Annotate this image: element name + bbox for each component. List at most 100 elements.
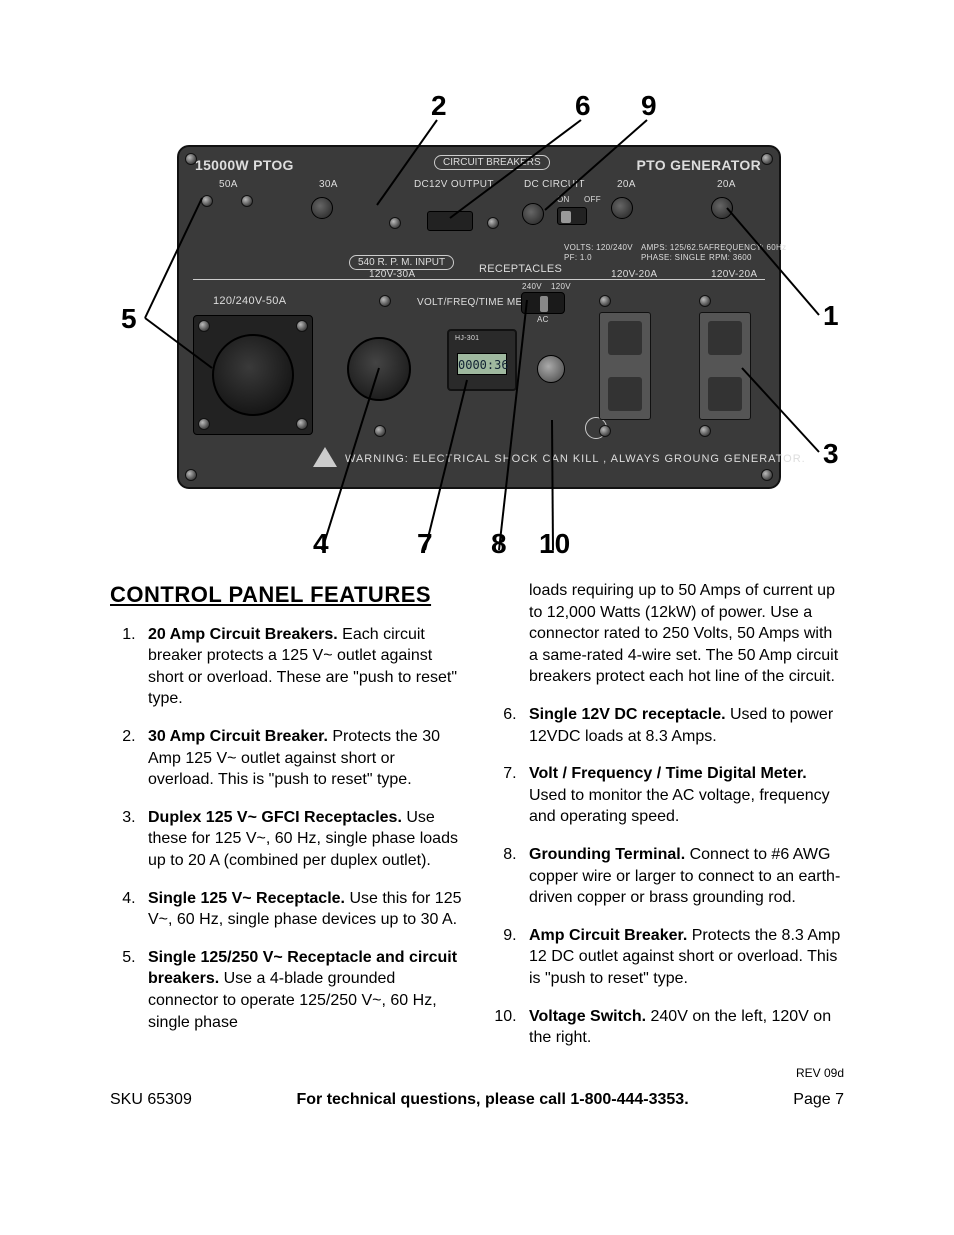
feature-title: Single 12V DC receptacle.	[529, 706, 726, 723]
footer-sku: SKU 65309	[110, 1091, 192, 1109]
spec-rpm: RPM: 3600	[709, 253, 752, 262]
feature-title: Voltage Switch.	[529, 1008, 646, 1025]
screw-icon	[599, 425, 611, 437]
feature-item: Single 125 V~ Receptacle. Use this for 1…	[140, 888, 463, 931]
feature-title: 20 Amp Circuit Breakers.	[148, 626, 338, 643]
feature-list-left: 20 Amp Circuit Breakers. Each circuit br…	[110, 624, 463, 1034]
gfci-receptacle-b	[699, 312, 751, 420]
label-dc-circuit: DC CIRCUIT	[524, 179, 585, 190]
feature-item: Duplex 125 V~ GFCI Receptacles. Use thes…	[140, 807, 463, 872]
page-footer: SKU 65309 For technical questions, pleas…	[110, 1091, 844, 1109]
circuit-breakers-label: CIRCUIT BREAKERS	[434, 155, 550, 170]
callout-2: 2	[431, 90, 447, 122]
screw-icon	[201, 195, 213, 207]
label-120-240v-50a: 120/240V-50A	[213, 295, 286, 307]
breaker-30a	[311, 197, 333, 219]
label-dc12v-output: DC12V OUTPUT	[414, 179, 494, 190]
spec-pf: PF: 1.0	[564, 253, 592, 262]
outlet-50a-box	[193, 315, 313, 435]
breaker-20a-a	[611, 197, 633, 219]
screw-icon	[198, 418, 210, 430]
revision-label: REV 09d	[491, 1065, 844, 1081]
callout-1: 1	[823, 300, 839, 332]
page: 15000W PTOG CIRCUIT BREAKERS PTO GENERAT…	[0, 0, 954, 1149]
callout-10: 10	[539, 528, 570, 560]
receptacle-50a	[212, 334, 294, 416]
on-off-toggle	[557, 207, 587, 225]
feature-item: Single 125/250 V~ Receptacle and circuit…	[140, 947, 463, 1033]
grounding-terminal	[537, 355, 565, 383]
label-240v: 240V	[522, 282, 542, 291]
callout-9: 9	[641, 90, 657, 122]
divider	[193, 279, 765, 280]
feature-title: Volt / Frequency / Time Digital Meter.	[529, 765, 807, 782]
content-columns: CONTROL PANEL FEATURES 20 Amp Circuit Br…	[110, 580, 844, 1081]
screw-icon	[699, 425, 711, 437]
feature-body: Used to monitor the AC voltage, frequenc…	[529, 787, 830, 826]
feature-item: Voltage Switch. 240V on the left, 120V o…	[521, 1006, 844, 1049]
callout-7: 7	[417, 528, 433, 560]
section-heading: CONTROL PANEL FEATURES	[110, 580, 463, 610]
callout-4: 4	[313, 528, 329, 560]
voltage-switch	[521, 292, 565, 314]
screw-icon	[699, 295, 711, 307]
label-120v-30a: 120V-30A	[369, 269, 415, 280]
screw-icon	[185, 469, 197, 481]
footer-page: Page 7	[793, 1091, 844, 1109]
screw-icon	[761, 153, 773, 165]
screw-icon	[487, 217, 499, 229]
label-20a-a: 20A	[617, 179, 636, 190]
feature-item: 30 Amp Circuit Breaker. Protects the 30 …	[140, 726, 463, 791]
feature-list-right: Single 12V DC receptacle. Used to power …	[491, 704, 844, 1049]
callout-3: 3	[823, 438, 839, 470]
label-50a: 50A	[219, 179, 238, 190]
screw-icon	[296, 320, 308, 332]
panel-title-left: 15000W PTOG	[195, 157, 294, 173]
feature-item: Volt / Frequency / Time Digital Meter. U…	[521, 763, 844, 828]
screw-icon	[241, 195, 253, 207]
screw-icon	[761, 469, 773, 481]
digital-meter: HJ-301 0000:36	[447, 329, 517, 391]
warning-text: WARNING: ELECTRICAL SHOCK CAN KILL , ALW…	[345, 453, 806, 465]
meter-lcd: 0000:36	[457, 353, 507, 375]
screw-icon	[374, 425, 386, 437]
meter-model: HJ-301	[455, 335, 479, 342]
label-30a: 30A	[319, 179, 338, 190]
warning-triangle-icon	[313, 447, 337, 467]
label-120v-20a-a: 120V-20A	[611, 269, 657, 280]
figure: 15000W PTOG CIRCUIT BREAKERS PTO GENERAT…	[117, 90, 837, 560]
feature-item: Single 12V DC receptacle. Used to power …	[521, 704, 844, 747]
feature-title: Duplex 125 V~ GFCI Receptacles.	[148, 809, 402, 826]
label-120v-20a-b: 120V-20A	[711, 269, 757, 280]
feature-item: Amp Circuit Breaker. Protects the 8.3 Am…	[521, 925, 844, 990]
feature-title: Single 125 V~ Receptacle.	[148, 890, 345, 907]
label-20a-b: 20A	[717, 179, 736, 190]
dc12v-receptacle	[427, 211, 473, 231]
left-column: CONTROL PANEL FEATURES 20 Amp Circuit Br…	[110, 580, 463, 1081]
feature-item: Grounding Terminal. Connect to #6 AWG co…	[521, 844, 844, 909]
label-120v: 120V	[551, 282, 571, 291]
label-ac: AC	[537, 315, 549, 324]
right-column: loads requiring up to 50 Amps of current…	[491, 580, 844, 1081]
feature-title: Amp Circuit Breaker.	[529, 927, 687, 944]
feature-5-continuation: loads requiring up to 50 Amps of current…	[529, 580, 844, 688]
screw-icon	[599, 295, 611, 307]
breaker-20a-b	[711, 197, 733, 219]
spec-amps: AMPS: 125/62.5A	[641, 243, 709, 252]
spec-freq: FREQUENCY: 60Hz	[709, 243, 786, 252]
control-panel-image: 15000W PTOG CIRCUIT BREAKERS PTO GENERAT…	[177, 145, 781, 489]
spec-phase: PHASE: SINGLE	[641, 253, 706, 262]
callout-8: 8	[491, 528, 507, 560]
feature-title: 30 Amp Circuit Breaker.	[148, 728, 328, 745]
feature-item: 20 Amp Circuit Breakers. Each circuit br…	[140, 624, 463, 710]
screw-icon	[379, 295, 391, 307]
screw-icon	[198, 320, 210, 332]
gfci-receptacle-a	[599, 312, 651, 420]
callout-5: 5	[121, 303, 137, 335]
callout-6: 6	[575, 90, 591, 122]
receptacles-label: RECEPTACLES	[479, 263, 562, 275]
receptacle-30a	[347, 337, 411, 401]
label-off: OFF	[584, 195, 601, 204]
spec-volts: VOLTS: 120/240V	[564, 243, 633, 252]
dc-circuit-breaker	[522, 203, 544, 225]
